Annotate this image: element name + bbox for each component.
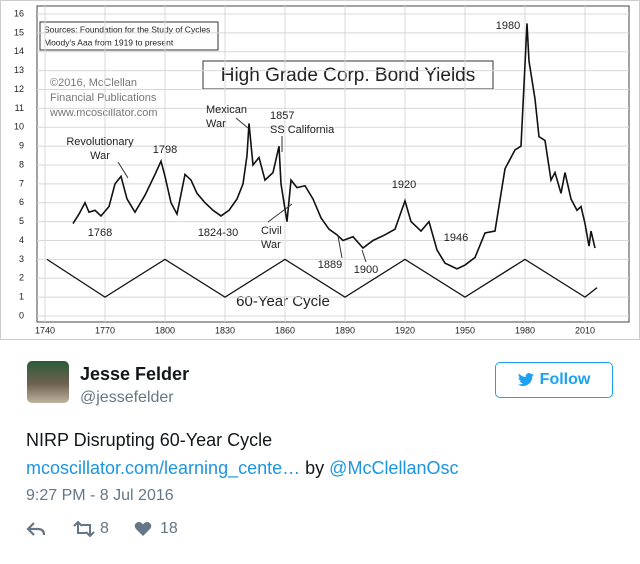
annotation: War <box>90 150 110 162</box>
x-tick-label: 1920 <box>395 325 415 335</box>
y-tick-label: 15 <box>14 27 24 37</box>
y-tick-label: 13 <box>14 65 24 75</box>
annotation: 1900 <box>354 264 378 276</box>
source-box <box>39 21 219 51</box>
annotation: 1946 <box>444 232 468 244</box>
retweet-icon[interactable] <box>72 521 96 537</box>
mention-link[interactable]: @McClellanOsc <box>329 458 459 478</box>
x-tick-label: 1800 <box>155 325 175 335</box>
chart-title: High Grade Corp. Bond Yields <box>221 65 476 86</box>
y-tick-label: 7 <box>19 178 24 188</box>
data-line <box>72 23 596 270</box>
annotation: 1768 <box>88 227 112 239</box>
bird-icon <box>517 373 534 386</box>
credit-text: Financial Publications <box>50 92 157 104</box>
x-tick-label: 2010 <box>575 325 595 335</box>
chart: Sources: Foundation for the Study of Cyc… <box>0 0 640 340</box>
credit-text: www.mcoscillator.com <box>49 107 158 119</box>
cycle-label: 60-Year Cycle <box>236 293 330 310</box>
annotation: 1920 <box>392 179 416 191</box>
y-tick-label: 2 <box>19 273 24 283</box>
y-tick-label: 11 <box>15 103 24 113</box>
title-box <box>202 60 494 90</box>
annotation-arrow <box>235 117 249 129</box>
annotation: Mexican <box>206 104 247 116</box>
by-text: by <box>305 458 325 478</box>
x-tick-label: 1950 <box>455 325 475 335</box>
annotation-arrow <box>267 203 293 223</box>
x-tick-label: 1980 <box>515 325 535 335</box>
y-tick-label: 16 <box>14 8 24 18</box>
x-tick-label: 1770 <box>95 325 115 335</box>
annotation-arrow <box>117 161 129 179</box>
annotation: War <box>261 239 281 251</box>
tweet-link[interactable]: mcoscillator.com/learning_cente… <box>26 458 301 478</box>
annotation: 1889 <box>318 259 342 271</box>
annotation: War <box>206 118 226 130</box>
x-tick-label: 1890 <box>335 325 355 335</box>
annotation: Revolutionary <box>66 136 134 148</box>
annotation: Civil <box>261 225 282 237</box>
y-tick-label: 12 <box>14 84 24 94</box>
y-tick-label: 3 <box>19 254 24 264</box>
y-tick-label: 9 <box>19 141 24 151</box>
annotation: 1857 <box>270 110 294 122</box>
chart-frame <box>0 0 640 340</box>
y-tick-label: 10 <box>14 122 24 132</box>
tweet-text: NIRP Disrupting 60-Year Cycle <box>26 430 273 450</box>
annotation: 1980 <box>496 20 520 32</box>
follow-button[interactable]: Follow <box>495 362 613 398</box>
reply-icon[interactable] <box>26 521 46 537</box>
x-tick-label: 1740 <box>35 325 55 335</box>
plot-frame <box>36 5 630 323</box>
x-tick-label: 1830 <box>215 325 235 335</box>
annotation-arrow <box>337 235 343 259</box>
y-tick-label: 1 <box>19 292 24 302</box>
y-tick-label: 0 <box>19 310 24 320</box>
y-tick-label: 14 <box>14 46 24 56</box>
follow-label: Follow <box>539 371 591 388</box>
annotation: 1824-30 <box>198 227 238 239</box>
source-text: Moody's Aaa from 1919 to present <box>44 37 174 47</box>
data-line <box>46 258 598 298</box>
user-name[interactable]: Jesse Felder <box>80 364 190 384</box>
annotation: SS California <box>270 124 335 136</box>
source-text: Sources: Foundation for the Study of Cyc… <box>44 24 210 34</box>
annotation-arrow <box>361 249 367 263</box>
like-count: 18 <box>160 520 178 537</box>
y-tick-label: 4 <box>19 235 24 245</box>
like-icon[interactable] <box>134 521 152 537</box>
y-tick-label: 5 <box>19 216 24 226</box>
credit-text: ©2016, McClellan <box>50 77 137 89</box>
tweet-link-line: mcoscillator.com/learning_cente… by @McC… <box>26 458 458 479</box>
user-handle[interactable]: @jessefelder <box>80 389 174 406</box>
y-tick-label: 8 <box>19 159 24 169</box>
avatar[interactable] <box>27 361 69 403</box>
retweet-count: 8 <box>100 520 109 537</box>
tweet-time[interactable]: 9:27 PM - 8 Jul 2016 <box>26 487 174 504</box>
y-tick-label: 6 <box>19 197 24 207</box>
annotation: 1798 <box>153 144 177 156</box>
x-tick-label: 1860 <box>275 325 295 335</box>
